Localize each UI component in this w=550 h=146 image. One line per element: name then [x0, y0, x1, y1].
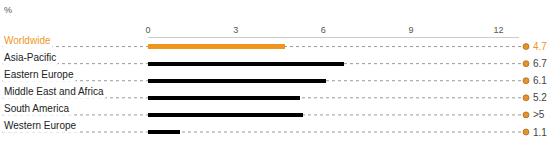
svg-text:5.2: 5.2 — [533, 92, 547, 103]
svg-text:Middle East and Africa: Middle East and Africa — [4, 86, 104, 97]
svg-text:6.7: 6.7 — [533, 58, 547, 69]
svg-text:Western Europe: Western Europe — [4, 120, 77, 131]
svg-text:>5: >5 — [533, 109, 545, 120]
svg-text:6: 6 — [321, 25, 326, 35]
svg-text:%: % — [4, 5, 12, 15]
svg-text:3: 3 — [233, 25, 238, 35]
svg-text:4.7: 4.7 — [533, 41, 547, 52]
svg-text:South America: South America — [4, 103, 69, 114]
svg-text:0: 0 — [145, 25, 150, 35]
svg-text:Eastern Europe: Eastern Europe — [4, 69, 74, 80]
svg-text:6.1: 6.1 — [533, 75, 547, 86]
svg-text:12: 12 — [494, 25, 504, 35]
svg-text:Asia-Pacific: Asia-Pacific — [4, 52, 56, 63]
svg-text:Worldwide: Worldwide — [4, 35, 51, 46]
svg-text:1.1: 1.1 — [533, 127, 547, 138]
svg-text:9: 9 — [408, 25, 413, 35]
